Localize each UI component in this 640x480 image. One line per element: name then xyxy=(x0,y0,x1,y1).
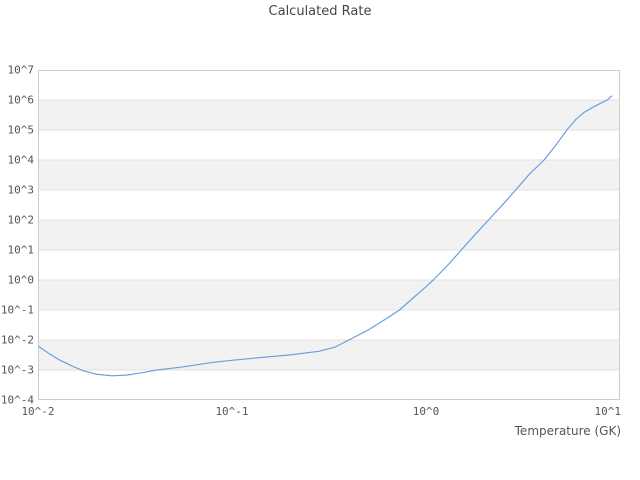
y-tick-label: 10^-3 xyxy=(0,363,34,377)
y-tick-label: 10^2 xyxy=(7,213,35,227)
rate-curve xyxy=(38,95,613,377)
x-tick-label: 10^-1 xyxy=(215,405,249,418)
y-tick-label: 10^4 xyxy=(7,153,35,167)
chart-title: Calculated Rate xyxy=(268,4,372,19)
plot-border xyxy=(38,70,620,400)
y-tick-label: 10^-2 xyxy=(0,333,34,347)
plot-area xyxy=(38,70,620,400)
x-tick-label: 10^-2 xyxy=(21,405,55,418)
y-tick-label: 10^-4 xyxy=(0,393,34,407)
plot-canvas xyxy=(38,70,620,400)
decade-band xyxy=(38,220,620,250)
x-axis-label: Temperature (GK) xyxy=(514,424,621,438)
decade-band xyxy=(38,340,620,370)
decade-band xyxy=(38,280,620,310)
x-tick-label: 10^0 xyxy=(412,405,440,418)
y-tick-label: 10^-1 xyxy=(0,303,34,317)
y-tick-label: 10^6 xyxy=(7,93,35,107)
y-tick-label: 10^0 xyxy=(7,273,35,287)
decade-band xyxy=(38,100,620,130)
decade-band xyxy=(38,160,620,190)
y-tick-label: 10^7 xyxy=(7,63,35,77)
x-tick-label: 10^1 xyxy=(594,405,622,418)
y-tick-label: 10^1 xyxy=(7,243,35,257)
y-tick-label: 10^5 xyxy=(7,123,35,137)
y-tick-label: 10^3 xyxy=(7,183,35,197)
